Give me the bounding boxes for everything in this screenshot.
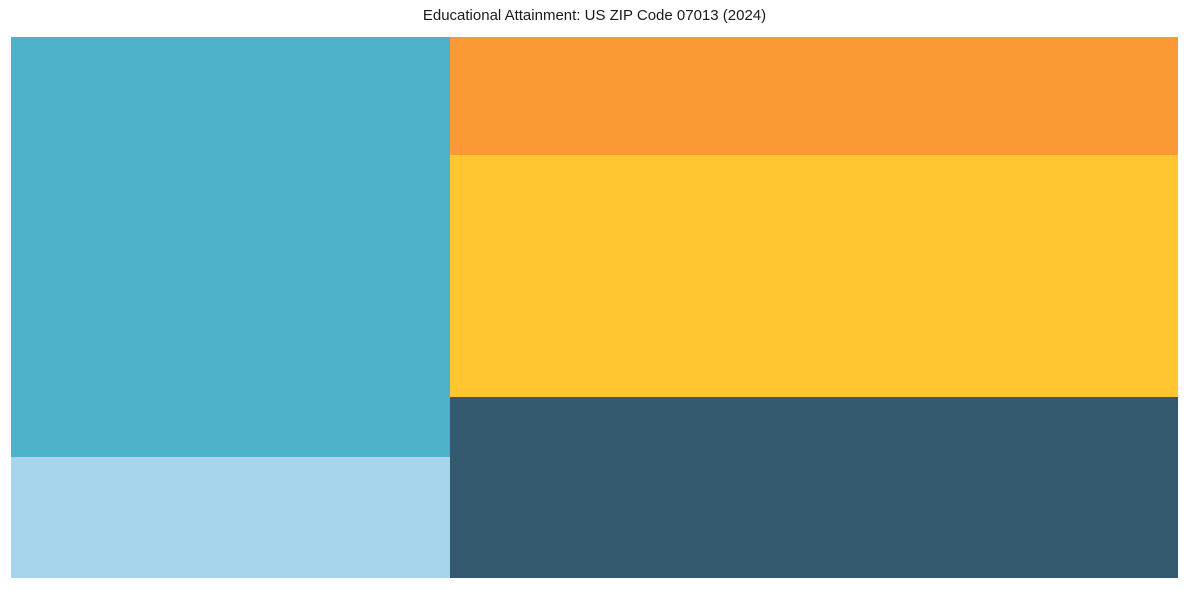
treemap-tile-some-college-or-associates-degree[interactable]: Some college or associate's degree: [11, 37, 451, 457]
treemap-tile-graduate-or-professional-degree[interactable]: Graduate or professional degree: [450, 37, 1178, 155]
treemap-plot-area: Some college or associate's degree High …: [11, 37, 1178, 578]
treemap-column-right: Graduate or professional degree Bachelor…: [450, 37, 1178, 578]
treemap-column-left: Some college or associate's degree High …: [11, 37, 451, 578]
page-title: Educational Attainment: US ZIP Code 0701…: [422, 7, 767, 24]
treemap-tile-high-school-graduate[interactable]: High school graduate (includes equivalen…: [11, 456, 451, 578]
treemap-tile-bachelors-degree[interactable]: Bachelor's degree: [450, 154, 1178, 397]
treemap-tile-less-than-high-school-diploma[interactable]: Less than high school diploma: [450, 396, 1178, 578]
